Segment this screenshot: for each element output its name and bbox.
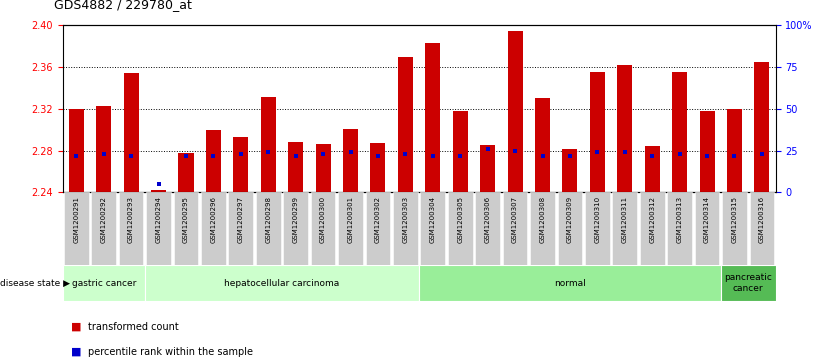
Text: GSM1200310: GSM1200310	[595, 196, 600, 243]
Text: percentile rank within the sample: percentile rank within the sample	[88, 347, 253, 357]
Text: ■: ■	[71, 322, 82, 332]
Bar	[700, 111, 715, 192]
Bar	[585, 192, 610, 265]
Text: GSM1200298: GSM1200298	[265, 196, 271, 243]
Bar	[63, 265, 145, 301]
Text: normal: normal	[554, 279, 585, 287]
Text: hepatocellular carcinoma: hepatocellular carcinoma	[224, 279, 339, 287]
Bar	[530, 192, 555, 265]
Bar	[338, 192, 363, 265]
Text: GSM1200307: GSM1200307	[512, 196, 518, 243]
Bar	[393, 192, 418, 265]
Bar	[398, 57, 413, 192]
Bar	[311, 192, 335, 265]
Text: GSM1200297: GSM1200297	[238, 196, 244, 243]
Text: GSM1200294: GSM1200294	[155, 196, 162, 243]
Text: GSM1200295: GSM1200295	[183, 196, 189, 243]
Bar	[558, 192, 582, 265]
Bar	[288, 142, 304, 192]
Bar	[178, 153, 193, 192]
Text: GSM1200296: GSM1200296	[210, 196, 216, 243]
Bar	[261, 97, 276, 192]
Bar	[425, 43, 440, 192]
Text: GSM1200291: GSM1200291	[73, 196, 79, 243]
Text: GSM1200293: GSM1200293	[128, 196, 134, 243]
Text: GSM1200311: GSM1200311	[622, 196, 628, 243]
Bar	[475, 192, 500, 265]
Bar	[256, 192, 280, 265]
Text: transformed count: transformed count	[88, 322, 178, 332]
Bar	[123, 73, 138, 192]
Text: GSM1200314: GSM1200314	[704, 196, 710, 243]
Bar	[146, 192, 171, 265]
Text: GSM1200308: GSM1200308	[540, 196, 545, 243]
Text: GSM1200302: GSM1200302	[375, 196, 381, 243]
Text: GSM1200313: GSM1200313	[676, 196, 683, 243]
Bar	[590, 72, 605, 192]
Bar	[448, 192, 473, 265]
Bar	[503, 192, 527, 265]
Bar	[722, 192, 746, 265]
Bar	[508, 30, 523, 192]
Bar	[315, 144, 330, 192]
Text: GSM1200299: GSM1200299	[293, 196, 299, 243]
Bar	[420, 265, 721, 301]
Bar	[64, 192, 88, 265]
Bar	[617, 65, 632, 192]
Text: GSM1200301: GSM1200301	[348, 196, 354, 243]
Bar	[667, 192, 692, 265]
Text: GSM1200312: GSM1200312	[649, 196, 656, 243]
Bar	[695, 192, 720, 265]
Bar	[645, 147, 660, 192]
Bar	[562, 148, 577, 192]
Text: ■: ■	[71, 347, 82, 357]
Text: disease state ▶: disease state ▶	[0, 279, 70, 287]
Text: GSM1200305: GSM1200305	[457, 196, 463, 243]
Bar	[284, 192, 308, 265]
Text: GDS4882 / 229780_at: GDS4882 / 229780_at	[54, 0, 192, 11]
Bar	[453, 111, 468, 192]
Bar	[92, 192, 116, 265]
Bar	[145, 265, 420, 301]
Text: GSM1200315: GSM1200315	[731, 196, 737, 243]
Bar	[96, 106, 111, 192]
Bar	[750, 192, 774, 265]
Bar	[173, 192, 198, 265]
Text: pancreatic
cancer: pancreatic cancer	[724, 273, 772, 293]
Bar	[229, 192, 254, 265]
Text: GSM1200303: GSM1200303	[402, 196, 409, 243]
Bar	[727, 109, 742, 192]
Bar	[206, 130, 221, 192]
Bar	[68, 109, 83, 192]
Bar	[365, 192, 390, 265]
Bar	[480, 146, 495, 192]
Bar	[672, 72, 687, 192]
Bar	[370, 143, 385, 192]
Bar	[118, 192, 143, 265]
Text: GSM1200306: GSM1200306	[485, 196, 490, 243]
Bar	[151, 190, 166, 192]
Text: GSM1200300: GSM1200300	[320, 196, 326, 243]
Text: GSM1200309: GSM1200309	[567, 196, 573, 243]
Bar	[721, 265, 776, 301]
Bar	[343, 129, 358, 192]
Bar	[640, 192, 665, 265]
Text: GSM1200304: GSM1200304	[430, 196, 436, 243]
Text: gastric cancer: gastric cancer	[72, 279, 136, 287]
Text: GSM1200292: GSM1200292	[101, 196, 107, 243]
Bar	[612, 192, 637, 265]
Bar	[201, 192, 226, 265]
Text: GSM1200316: GSM1200316	[759, 196, 765, 243]
Bar	[535, 98, 550, 192]
Bar	[420, 192, 445, 265]
Bar	[234, 137, 249, 192]
Bar	[755, 62, 770, 192]
